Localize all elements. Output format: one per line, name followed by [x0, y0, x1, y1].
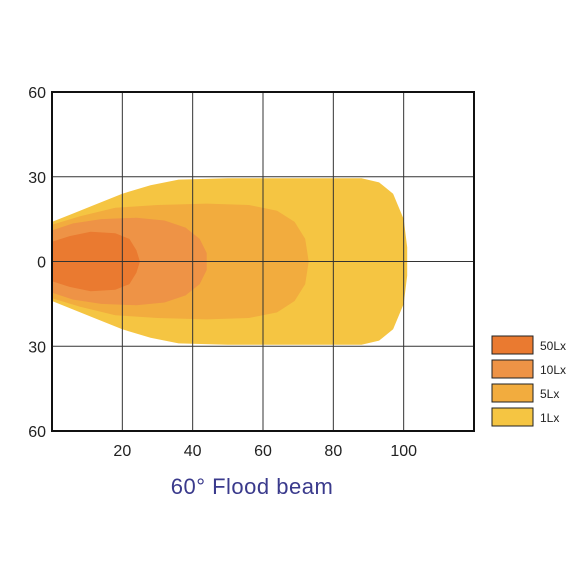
y-axis-ticks: 60 30 0 30 60: [28, 85, 46, 441]
x-tick-label: 60: [254, 443, 272, 460]
x-tick-label: 100: [390, 443, 417, 460]
y-tick-label: 30: [28, 339, 46, 356]
y-tick-label: 30: [28, 170, 46, 187]
legend-swatch-50lx: [491, 335, 534, 355]
x-tick-label: 40: [184, 443, 202, 460]
legend-label-50lx: 50Lx: [540, 339, 566, 353]
legend-label-5lx: 5Lx: [540, 387, 559, 401]
legend-label-10lx: 10Lx: [540, 363, 566, 377]
y-tick-label: 0: [37, 255, 46, 272]
x-tick-label: 20: [113, 443, 131, 460]
x-axis-ticks: 20 40 60 80 100: [113, 443, 417, 460]
plot-frame: [51, 91, 475, 432]
chart-title: 60° Flood beam: [171, 474, 334, 499]
legend-swatch-1lx: [491, 407, 534, 427]
y-tick-label: 60: [28, 424, 46, 441]
x-tick-label: 80: [324, 443, 342, 460]
legend-swatch-10lx: [491, 359, 534, 379]
legend-swatch-5lx: [491, 383, 534, 403]
legend: 50Lx 10Lx 5Lx 1Lx: [491, 335, 566, 427]
legend-label-1lx: 1Lx: [540, 411, 559, 425]
grid: [52, 92, 474, 431]
y-tick-label: 60: [28, 85, 46, 102]
